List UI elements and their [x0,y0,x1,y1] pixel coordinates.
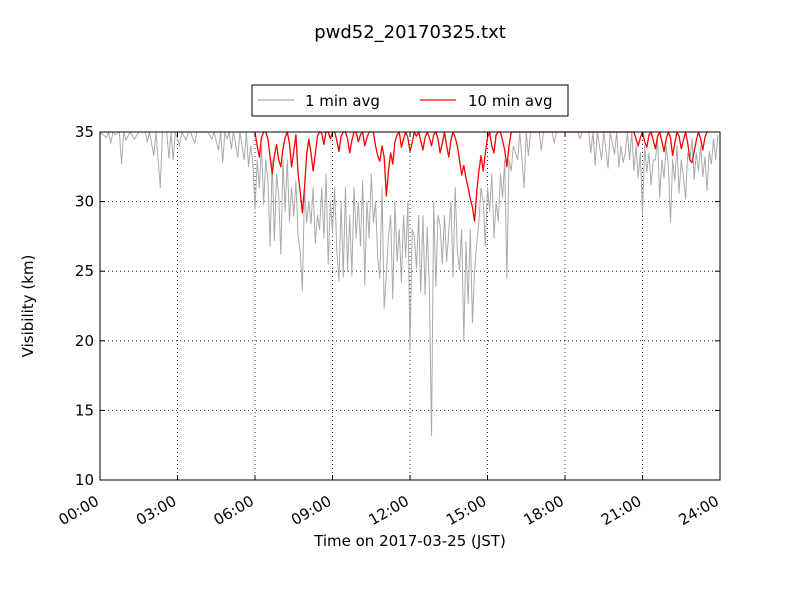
y-axis-label: Visibility (km) [19,255,37,358]
x-tick-label: 06:00 [211,492,257,529]
y-tick-label: 30 [75,193,94,211]
series-line-10-min-avg [254,131,708,222]
chart-title: pwd52_20170325.txt [314,22,506,43]
x-tick-label: 21:00 [598,492,644,529]
y-tick-label: 15 [75,401,94,419]
x-tick-label: 09:00 [288,492,334,529]
x-tick-label: 03:00 [133,492,179,529]
x-tick-label: 12:00 [366,492,412,529]
x-axis-label: Time on 2017-03-25 (JST) [313,532,506,550]
series-line-1-min-avg [99,131,719,436]
x-tick-label: 00:00 [56,492,102,529]
ticks [99,131,721,481]
x-tick-labels: 00:00 03:00 06:00 09:00 12:00 15:00 18:00 21:00… [56,492,722,529]
x-tick-label: 24:00 [676,492,722,529]
legend: 1 min avg 10 min avg [251,84,569,117]
y-tick-label: 25 [75,262,94,280]
legend-box [251,84,569,117]
y-tick-labels: 10 15 20 25 30 35 [75,123,94,489]
y-tick-label: 35 [75,123,94,141]
y-tick-label: 10 [75,471,94,489]
y-tick-label: 20 [75,332,94,350]
legend-label-10-min-avg: 10 min avg [468,92,553,110]
series-layer [99,131,719,436]
grid [100,132,720,480]
legend-label-1-min-avg: 1 min avg [305,92,380,110]
x-tick-label: 18:00 [521,492,567,529]
x-tick-label: 15:00 [443,492,489,529]
